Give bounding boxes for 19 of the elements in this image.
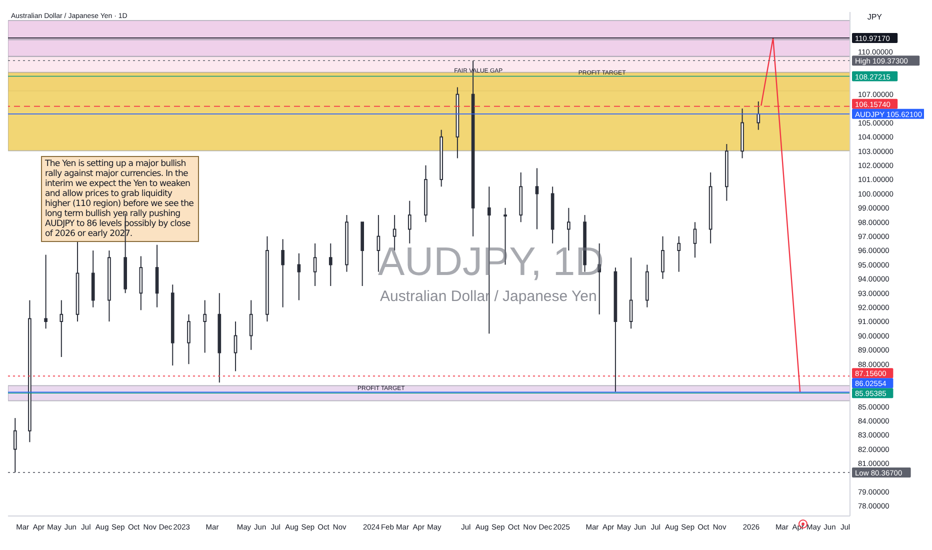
- candlestick: [297, 252, 301, 301]
- candlestick: [661, 236, 664, 280]
- candlestick: [693, 222, 697, 258]
- candlestick: [408, 200, 412, 244]
- candlestick: [13, 418, 17, 473]
- candlestick: [281, 238, 284, 308]
- candlestick: [756, 100, 760, 130]
- candlestick: [328, 242, 332, 287]
- candlestick: [313, 242, 317, 287]
- candlestick: [677, 236, 681, 272]
- candlestick: [629, 257, 633, 330]
- candlestick: [203, 300, 207, 354]
- candlestick: [535, 168, 539, 230]
- y-axis-title: JPY: [867, 12, 883, 22]
- candlestick: [187, 314, 190, 365]
- candlestick: [44, 254, 48, 330]
- candlestick: [249, 300, 253, 350]
- candlestick: [234, 321, 238, 372]
- candlestick: [60, 300, 64, 358]
